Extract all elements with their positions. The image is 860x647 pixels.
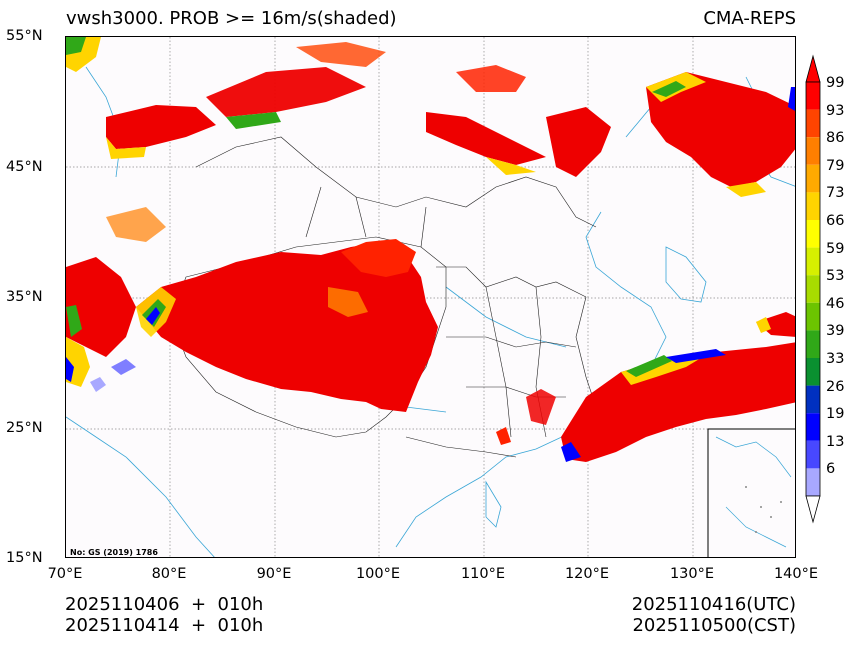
colorbar-label: 33 xyxy=(826,351,845,367)
lat-label-35: 35°N xyxy=(6,289,43,305)
colorbar-label: 79 xyxy=(826,157,845,174)
colorbar-extend-min xyxy=(805,495,821,524)
lat-label-45: 45°N xyxy=(6,159,43,175)
colorbar-segment xyxy=(806,164,820,193)
probability-shading xyxy=(66,37,795,462)
lat-label-55: 55°N xyxy=(6,28,43,44)
colorbar-segment xyxy=(806,82,820,110)
colorbar-segment xyxy=(806,109,820,138)
lon-label-80: 80°E xyxy=(151,566,187,582)
init-time-cst: 2025110414 + 010h xyxy=(65,615,264,636)
colorbar-extend-max xyxy=(805,54,821,83)
map-area: No: GS (2019) 1786 xyxy=(65,36,796,558)
lon-label-120: 120°E xyxy=(564,566,610,582)
lat-label-25: 25°N xyxy=(6,420,43,436)
colorbar-segment xyxy=(806,330,820,358)
colorbar-label: 26 xyxy=(826,378,845,395)
colorbar-segment xyxy=(806,275,820,303)
colorbar-label: 59 xyxy=(826,240,845,257)
valid-time-cst: 2025110500(CST) xyxy=(632,615,796,636)
colorbar-label: 53 xyxy=(826,268,845,285)
lon-label-90: 90°E xyxy=(256,566,292,582)
lon-label-110: 110°E xyxy=(460,566,506,582)
lon-label-100: 100°E xyxy=(355,566,401,582)
colorbar-segment xyxy=(806,385,820,414)
colorbar-segment xyxy=(806,468,820,496)
colorbar-label: 93 xyxy=(826,102,845,119)
colorbar-label: 19 xyxy=(826,406,845,423)
init-time-utc: 2025110406 + 010h xyxy=(65,594,264,615)
map-title: vwsh3000. PROB >= 16m/s(shaded) xyxy=(66,8,397,29)
colorbar xyxy=(805,54,821,524)
colorbar-label: 66 xyxy=(826,213,845,229)
lon-label-140: 140°E xyxy=(773,566,819,582)
lon-label-130: 130°E xyxy=(669,566,715,582)
colorbar-label: 6 xyxy=(826,461,836,478)
colorbar-segment xyxy=(806,220,820,248)
colorbar-segment xyxy=(806,247,820,276)
valid-time-utc: 2025110416(UTC) xyxy=(631,594,796,615)
colorbar-label: 13 xyxy=(826,433,845,450)
grid-lines xyxy=(66,37,795,557)
colorbar-segment xyxy=(806,302,820,331)
colorbar-segment xyxy=(806,192,820,220)
colorbar-segment xyxy=(806,137,820,165)
model-name: CMA-REPS xyxy=(703,8,796,29)
lon-label-70: 70°E xyxy=(47,566,83,582)
colorbar-label: 39 xyxy=(826,323,845,340)
south-china-sea-inset xyxy=(707,428,795,557)
colorbar-label: 99 xyxy=(826,75,845,91)
lat-label-15: 15°N xyxy=(6,550,43,566)
colorbar-label: 86 xyxy=(826,130,845,147)
colorbar-segment xyxy=(806,413,820,441)
colorbar-segment xyxy=(806,440,820,469)
map-approval-note: No: GS (2019) 1786 xyxy=(70,548,158,557)
colorbar-label: 73 xyxy=(826,185,845,202)
colorbar-label: 46 xyxy=(826,295,845,312)
colorbar-segment xyxy=(806,358,820,386)
map-canvas: No: GS (2019) 1786 xyxy=(66,37,795,557)
inset-islands xyxy=(745,486,782,533)
